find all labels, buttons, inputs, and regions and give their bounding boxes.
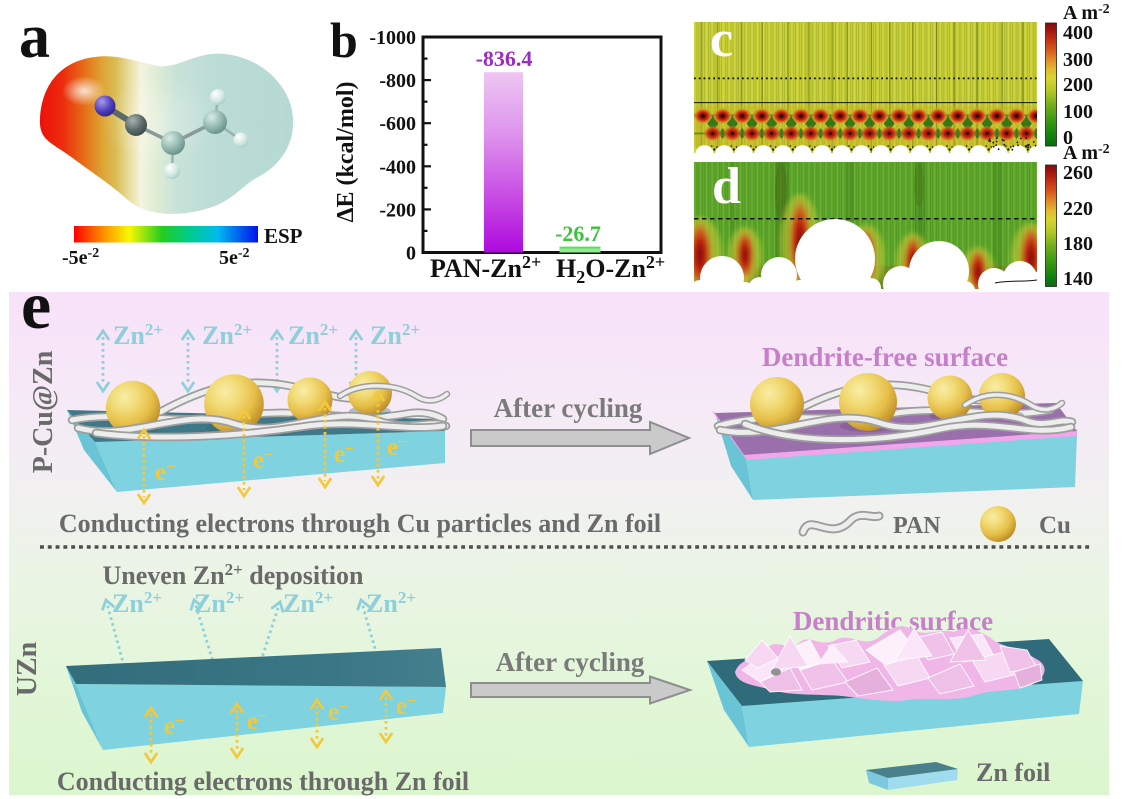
svg-text:140: 140 xyxy=(1063,268,1093,290)
svg-text:220: 220 xyxy=(1063,198,1093,220)
svg-text:After cycling: After cycling xyxy=(496,647,645,677)
svg-text:Dendrite-free surface: Dendrite-free surface xyxy=(762,342,1008,372)
svg-text:-400: -400 xyxy=(379,156,416,178)
svg-text:5e-2: 5e-2 xyxy=(219,246,250,269)
svg-text:c: c xyxy=(710,11,733,68)
svg-text:A m-2: A m-2 xyxy=(1063,142,1110,164)
svg-text:After cycling: After cycling xyxy=(494,393,643,423)
svg-text:400: 400 xyxy=(1063,22,1093,44)
svg-text:-5e-2: -5e-2 xyxy=(62,246,99,269)
svg-text:-26.7: -26.7 xyxy=(555,221,601,246)
svg-text:e: e xyxy=(21,267,51,343)
svg-text:260: 260 xyxy=(1063,162,1093,184)
svg-text:-836.4: -836.4 xyxy=(476,46,533,71)
svg-text:200: 200 xyxy=(1063,74,1093,96)
svg-text:-1000: -1000 xyxy=(369,27,416,49)
svg-text:Zn foil: Zn foil xyxy=(976,758,1050,787)
svg-text:0: 0 xyxy=(1063,127,1073,149)
svg-text:300: 300 xyxy=(1063,49,1093,71)
svg-text:PAN: PAN xyxy=(893,513,941,539)
svg-text:A m-2: A m-2 xyxy=(1063,2,1110,24)
svg-text:Conducting electrons through Z: Conducting electrons through Zn foil xyxy=(57,767,469,796)
svg-text:Zn2+: Zn2+ xyxy=(370,320,420,350)
svg-text:PAN-Zn2+: PAN-Zn2+ xyxy=(430,252,541,283)
svg-text:ΔE (kcal/mol): ΔE (kcal/mol) xyxy=(333,81,359,222)
svg-text:100: 100 xyxy=(1063,101,1093,123)
svg-text:Conducting electrons through C: Conducting electrons through Cu particle… xyxy=(59,509,661,538)
svg-text:-200: -200 xyxy=(379,199,416,221)
svg-text:Uneven Zn2+ deposition: Uneven Zn2+ deposition xyxy=(103,560,364,590)
svg-text:Cu: Cu xyxy=(1039,512,1071,539)
svg-text:Zn2+: Zn2+ xyxy=(366,588,416,618)
svg-text:P-Cu@Zn: P-Cu@Zn xyxy=(28,350,59,473)
svg-text:-600: -600 xyxy=(379,113,416,135)
svg-text:H2O-Zn2+: H2O-Zn2+ xyxy=(556,252,665,287)
svg-text:ESP: ESP xyxy=(264,224,303,248)
svg-text:UZn: UZn xyxy=(12,641,43,696)
svg-text:a: a xyxy=(19,3,50,71)
svg-text:b: b xyxy=(330,12,358,68)
svg-text:d: d xyxy=(712,158,741,215)
svg-text:-800: -800 xyxy=(379,70,416,92)
svg-text:0: 0 xyxy=(406,243,416,265)
svg-text:180: 180 xyxy=(1063,233,1093,255)
